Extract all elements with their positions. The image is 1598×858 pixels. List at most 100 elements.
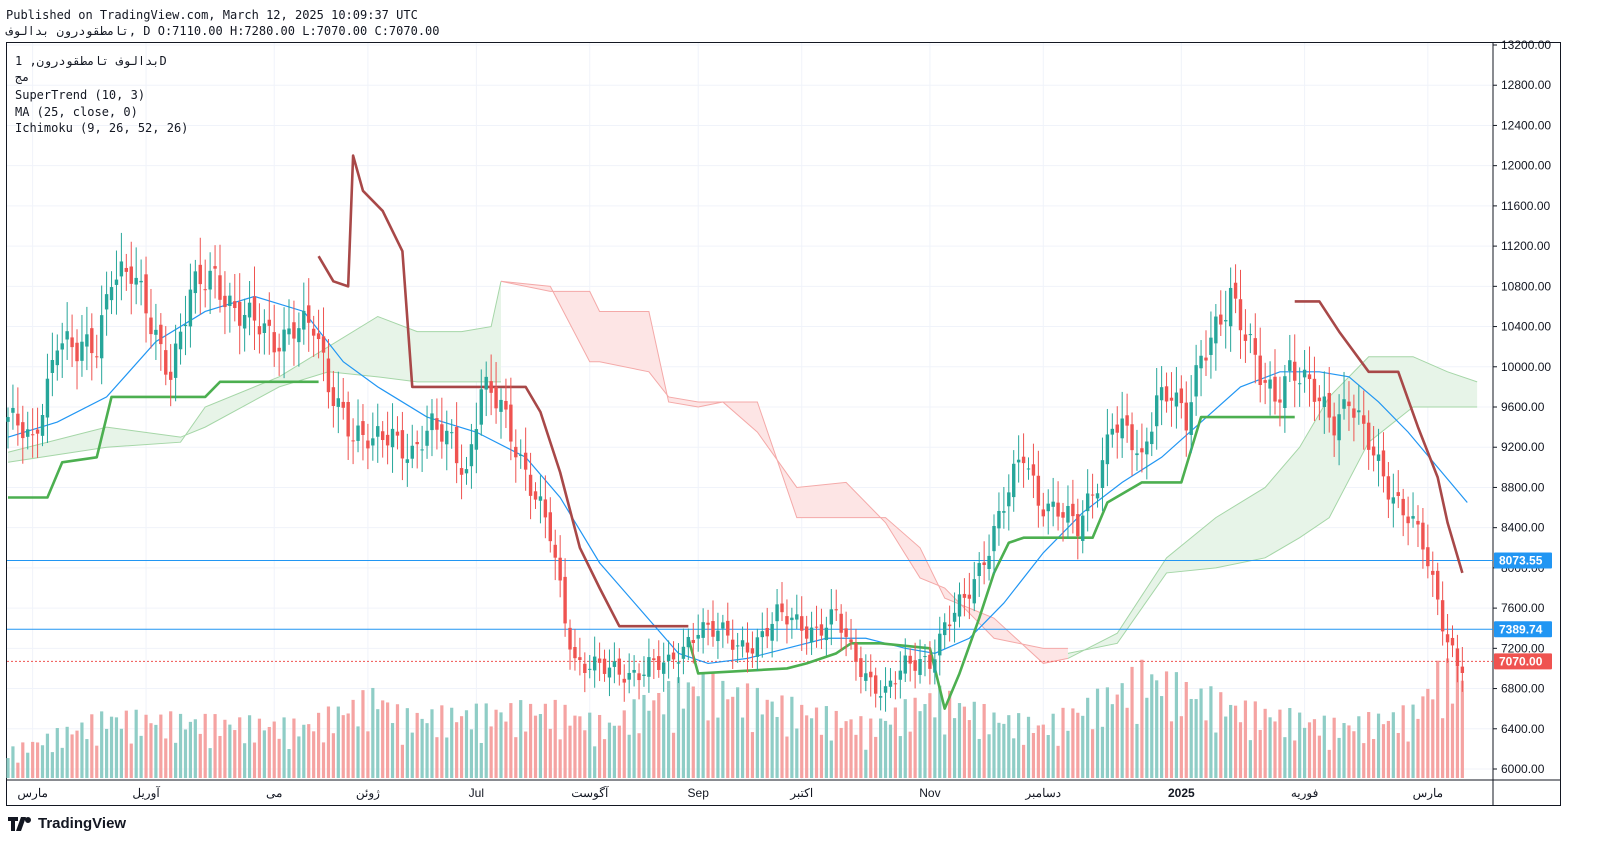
candle-body bbox=[95, 356, 99, 358]
candle-body bbox=[523, 452, 528, 470]
volume-bar bbox=[11, 746, 15, 778]
price-label-box: 7070.00 bbox=[1494, 653, 1552, 670]
candle-body bbox=[548, 512, 552, 542]
candle-body bbox=[272, 332, 276, 353]
volume-bar bbox=[430, 709, 434, 778]
candle-body bbox=[1302, 369, 1307, 378]
candle-body bbox=[85, 334, 89, 347]
volume-bar bbox=[1135, 723, 1139, 778]
volume-bar bbox=[356, 726, 360, 778]
volume-bar bbox=[1455, 666, 1460, 778]
volume-bar bbox=[1169, 721, 1174, 778]
candle-body bbox=[657, 656, 661, 670]
volume-bar bbox=[967, 720, 971, 778]
candle-body bbox=[1342, 399, 1346, 409]
candle-body bbox=[415, 442, 419, 445]
candle-body bbox=[543, 499, 548, 518]
volume-bar bbox=[119, 728, 123, 778]
supertrend-up bbox=[687, 415, 1295, 710]
volume-bar bbox=[814, 707, 819, 778]
candle-body bbox=[1431, 570, 1435, 575]
legend-symbol[interactable]: بدالوف تامطقودرون, 1D bbox=[15, 54, 167, 68]
volume-bar bbox=[371, 687, 375, 778]
volume-bar bbox=[1288, 708, 1292, 778]
volume-bar bbox=[509, 703, 513, 778]
volume-bar bbox=[992, 712, 996, 778]
price-label-box: 8073.55 bbox=[1494, 552, 1552, 569]
tradingview-brand: TradingView bbox=[38, 815, 127, 832]
candle-body bbox=[1184, 402, 1188, 431]
volume-bar bbox=[824, 706, 828, 778]
candle-body bbox=[1317, 397, 1322, 402]
volume-bar bbox=[85, 739, 89, 778]
volume-bar bbox=[553, 699, 557, 778]
volume-bar bbox=[805, 715, 809, 778]
chart-frame[interactable] bbox=[6, 42, 1561, 806]
tradingview-logo[interactable]: TradingView bbox=[8, 815, 126, 832]
volume-bar bbox=[1367, 712, 1371, 778]
volume-bar bbox=[1219, 692, 1223, 778]
legend-exchange: مج bbox=[15, 70, 30, 84]
volume-bar bbox=[1293, 740, 1297, 778]
volume-bar bbox=[1081, 715, 1085, 778]
volume-bar bbox=[440, 705, 444, 778]
volume-bar bbox=[1421, 696, 1425, 778]
candle-body bbox=[474, 429, 479, 450]
candle-body bbox=[1081, 515, 1085, 541]
volume-bar bbox=[1061, 707, 1065, 778]
candle-body bbox=[1169, 397, 1174, 401]
volume-bar bbox=[292, 718, 296, 778]
volume-bar bbox=[849, 719, 853, 778]
candle-body bbox=[982, 562, 986, 565]
candle-body bbox=[888, 680, 893, 687]
candle-body bbox=[1386, 476, 1391, 500]
candle-body bbox=[35, 429, 40, 434]
volume-bar bbox=[1445, 658, 1450, 778]
volume-bar bbox=[593, 746, 597, 778]
candle-body bbox=[1214, 316, 1218, 344]
legend-ichimoku[interactable]: Ichimoku (9, 26, 52, 26) bbox=[15, 121, 189, 135]
volume-bar bbox=[1342, 723, 1346, 778]
volume-bar bbox=[1263, 708, 1267, 778]
candle-body bbox=[947, 624, 952, 627]
candle-body bbox=[1209, 337, 1213, 355]
legend-supertrend[interactable]: SuperTrend (10, 3) bbox=[15, 88, 146, 102]
x-tick-label: ژوئن bbox=[356, 786, 380, 800]
candle-body bbox=[1150, 431, 1154, 445]
candle-body bbox=[1450, 637, 1455, 646]
candle-body bbox=[1085, 493, 1090, 512]
candle-body bbox=[661, 662, 666, 674]
candle-body bbox=[1366, 422, 1371, 450]
volume-bar bbox=[169, 711, 173, 778]
candle-body bbox=[957, 594, 962, 617]
candle-body bbox=[1105, 434, 1110, 465]
candle-body bbox=[218, 275, 222, 300]
volume-bar bbox=[1362, 743, 1366, 778]
volume-bar bbox=[859, 716, 863, 778]
volume-bar bbox=[1450, 703, 1455, 778]
x-tick-label: می bbox=[266, 786, 282, 800]
candle-body bbox=[6, 417, 10, 422]
volume-bar bbox=[731, 696, 735, 778]
volume-bar bbox=[844, 721, 848, 778]
volume-bar bbox=[95, 745, 99, 778]
legend-ma[interactable]: MA (25, close, 0) bbox=[15, 105, 138, 119]
candle-body bbox=[149, 317, 153, 335]
candle-body bbox=[800, 616, 804, 631]
candle-body bbox=[90, 328, 94, 354]
volume-bar bbox=[331, 733, 335, 778]
volume-bar bbox=[1189, 698, 1193, 778]
candle-body bbox=[1337, 414, 1341, 441]
price-label-bg bbox=[1494, 621, 1552, 638]
volume-bar bbox=[134, 709, 138, 778]
candle-body bbox=[1012, 463, 1016, 498]
candle-body bbox=[228, 295, 232, 306]
volume-bar bbox=[750, 732, 755, 778]
candle-body bbox=[238, 301, 242, 326]
candle-body bbox=[1352, 408, 1356, 418]
candle-body bbox=[676, 662, 681, 664]
volume-bar bbox=[144, 714, 148, 778]
volume-bar bbox=[578, 716, 582, 778]
candle-body bbox=[632, 669, 636, 673]
